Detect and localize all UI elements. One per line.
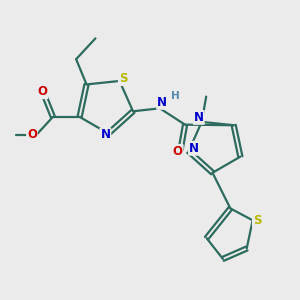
Text: S: S <box>119 72 128 85</box>
Text: S: S <box>253 214 261 227</box>
Text: O: O <box>38 85 47 98</box>
Text: O: O <box>172 145 183 158</box>
Text: N: N <box>189 142 199 155</box>
Text: N: N <box>100 128 110 142</box>
Text: H: H <box>171 91 180 101</box>
Text: N: N <box>194 111 204 124</box>
Text: O: O <box>27 128 37 141</box>
Text: N: N <box>157 96 167 109</box>
